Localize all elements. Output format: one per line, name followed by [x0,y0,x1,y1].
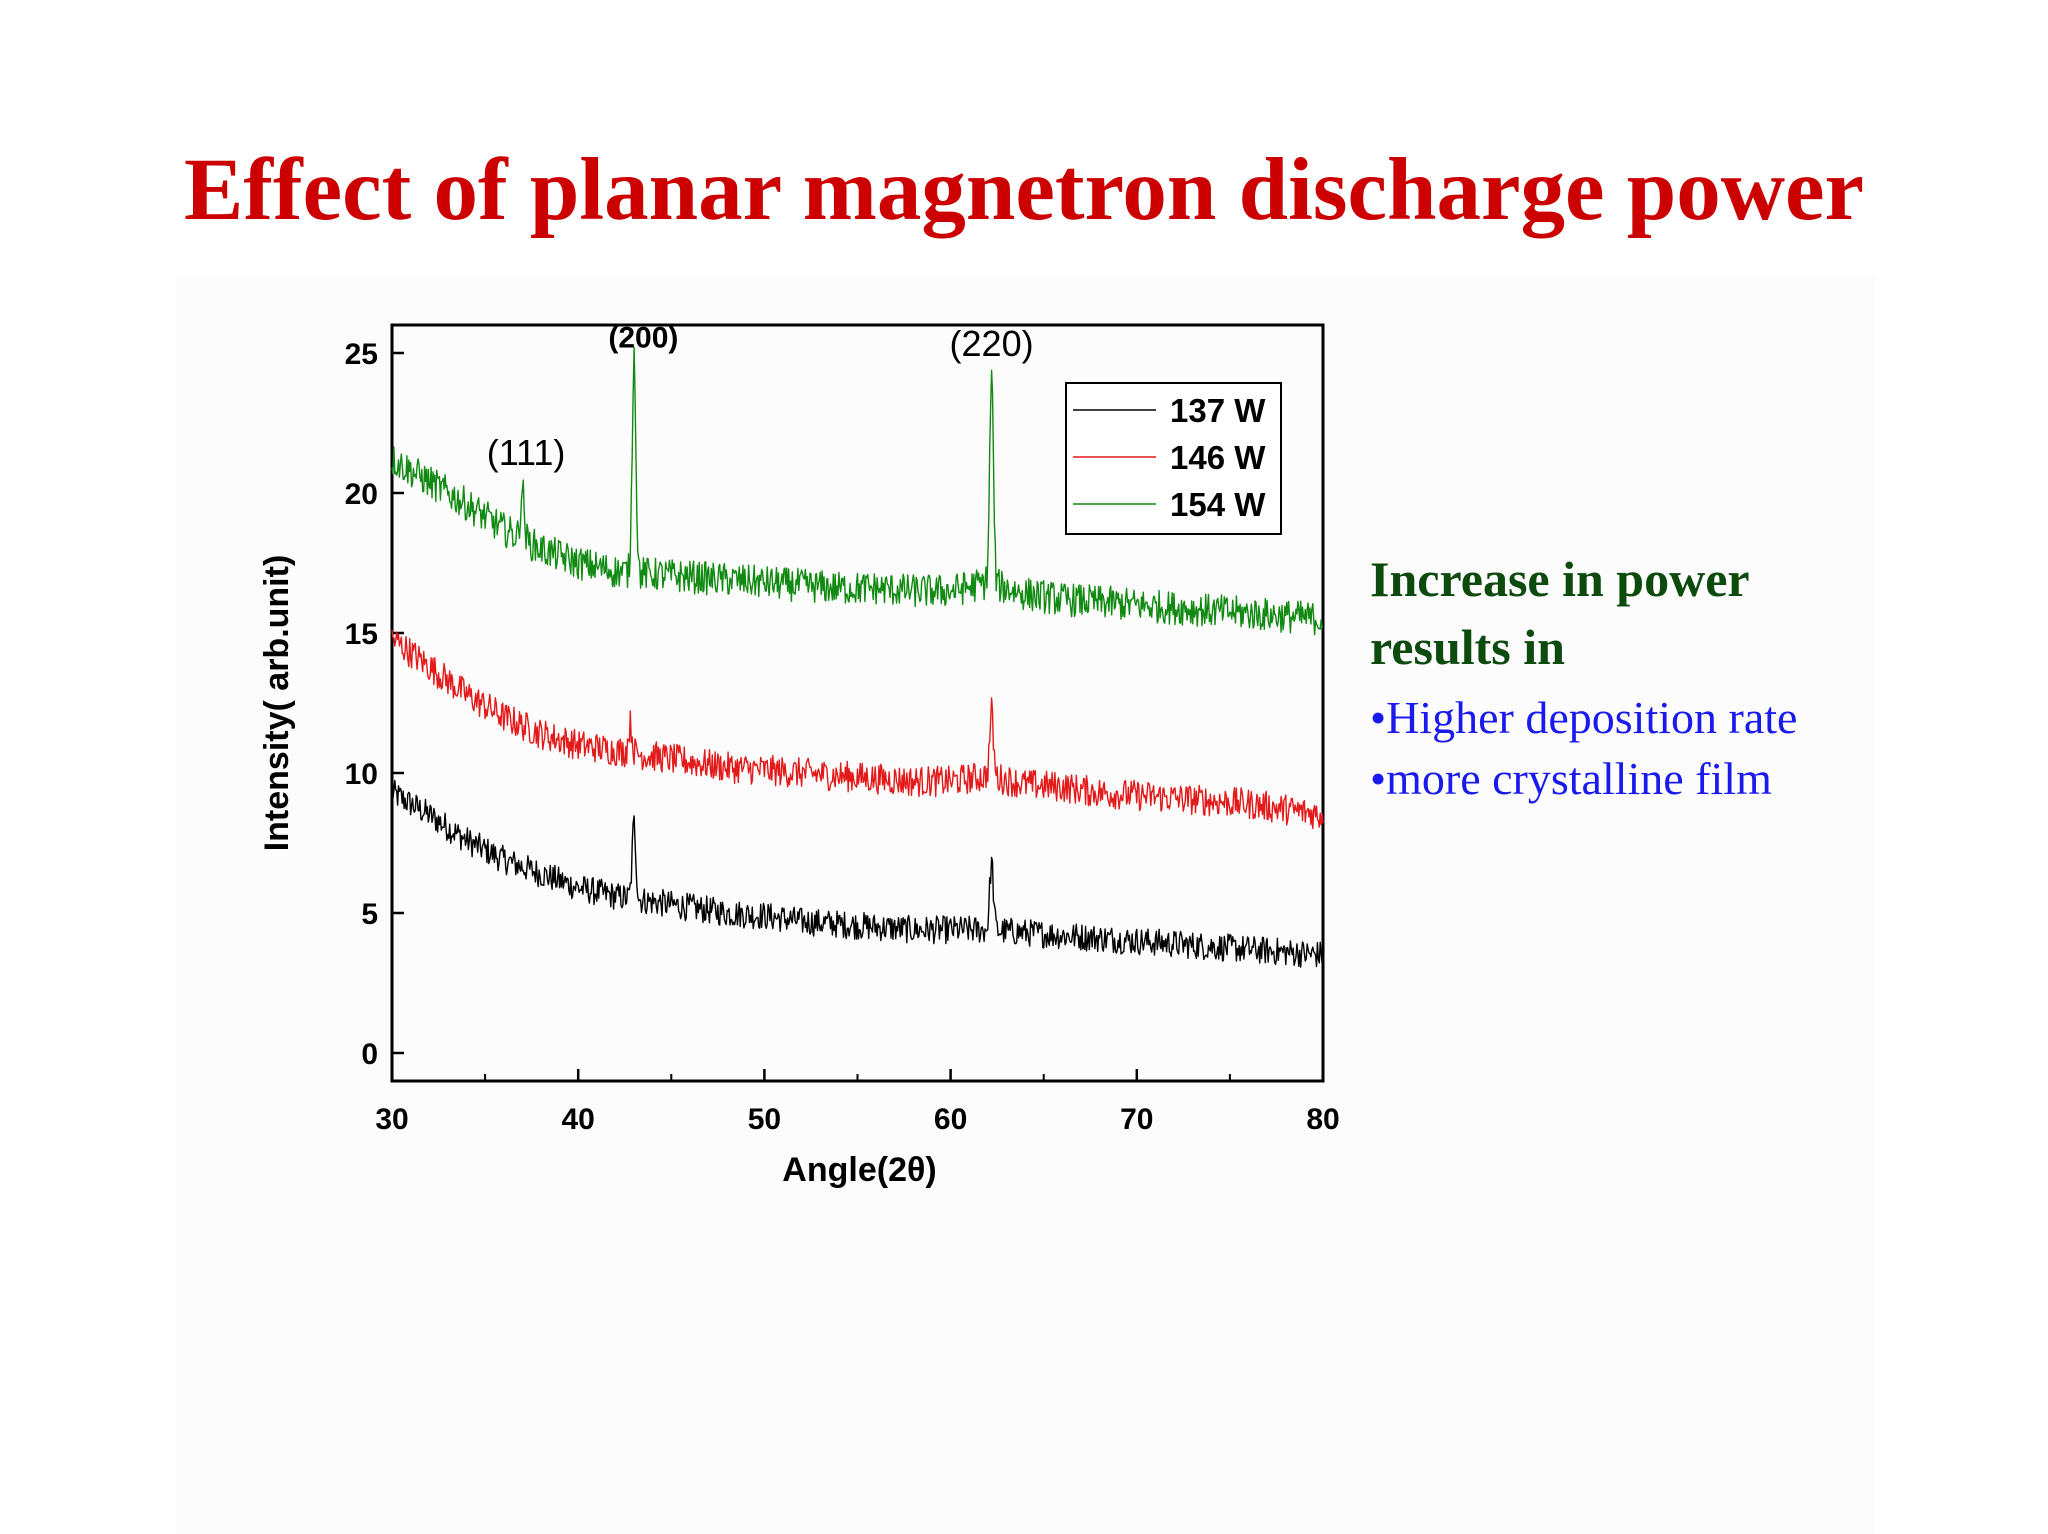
series-line-137-w [391,779,1324,968]
y-tick-label: 5 [361,898,378,931]
x-axis-title: Angle(2θ) [782,1151,936,1189]
series-line-146-w [391,629,1324,830]
summary-heading-line2: results in [1370,619,1565,675]
x-tick-label: 40 [562,1103,595,1136]
summary-text: Increase in power results in •Higher dep… [1370,545,1970,809]
legend-label: 137 W [1170,392,1266,429]
peak-annotation: (200) [608,321,678,354]
peak-annotation: (220) [950,323,1034,364]
x-tick-label: 50 [748,1103,781,1136]
x-tick-label: 60 [934,1103,967,1136]
y-tick-label: 15 [345,618,378,651]
x-tick-label: 30 [375,1103,408,1136]
legend-box [1065,382,1282,535]
x-tick-label: 70 [1120,1103,1153,1136]
y-tick-label: 20 [345,478,378,511]
legend-label: 146 W [1170,439,1266,476]
y-tick-label: 25 [345,338,378,371]
summary-heading: Increase in power results in [1370,545,1970,681]
summary-heading-line1: Increase in power [1370,551,1750,607]
legend-label: 154 W [1170,486,1266,523]
slide-background [175,276,1875,1534]
slide-title: Effect of planar magnetron discharge pow… [183,141,1865,239]
y-tick-label: 0 [361,1038,378,1071]
series-line-154-w [391,346,1324,636]
summary-bullets: •Higher deposition rate •more crystallin… [1370,687,1970,809]
y-axis-title: Intensity( arb.unit) [258,555,296,852]
y-tick-label: 10 [345,758,378,791]
bullet-item: •more crystalline film [1370,753,1772,804]
x-tick-label: 80 [1306,1103,1339,1136]
bullet-item: •Higher deposition rate [1370,692,1798,743]
peak-annotation: (111) [487,432,566,473]
